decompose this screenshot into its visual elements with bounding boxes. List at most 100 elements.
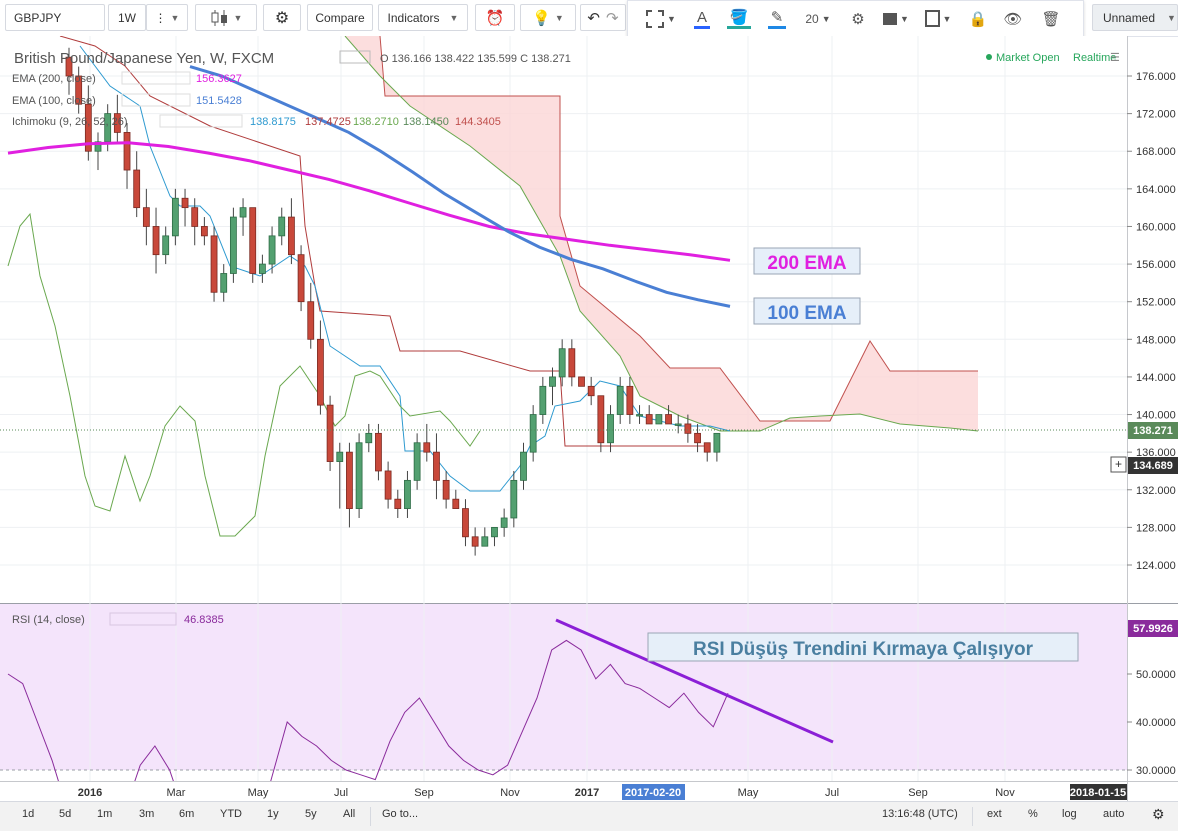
range-button-1m[interactable]: 1m [97,808,113,820]
price-tick-label: 124.000 [1136,560,1176,572]
ema100-legend-value: 151.5428 [196,95,242,107]
fill-color-button[interactable]: 🪣 [723,5,755,32]
chevron-down-icon: ▼ [667,13,676,24]
redo-icon: ↷ [606,9,619,27]
range-button-6m[interactable]: 6m [179,808,195,820]
ohlc-values: O 136.166 138.422 135.599 C 138.271 [380,53,571,65]
ema100-legend-buttons[interactable] [121,93,191,107]
layout-name: Unnamed [1103,10,1156,25]
range-button-ytd[interactable]: YTD [220,808,242,820]
rsi-tick-label: 50.0000 [1136,669,1176,681]
candle-body [597,395,605,444]
text-color-button[interactable]: A [686,5,718,32]
dashed-square-icon [646,9,665,28]
ichimoku-cloud [345,36,978,431]
separator [370,807,371,826]
candle-body [355,442,363,509]
rsi-tick-label: 30.0000 [1136,765,1176,777]
chevron-down-icon: ▼ [233,12,243,23]
bring-front-button[interactable]: ▼ [878,5,914,32]
price-tick-label: 160.000 [1136,221,1176,233]
indicators-button[interactable]: Indicators ▼ [378,4,468,31]
font-size-select[interactable]: 20 ▼ [800,5,836,32]
ext-toggle[interactable]: ext [987,808,1002,820]
templates-button[interactable]: 💡 ▼ [520,4,576,31]
percent-toggle[interactable]: % [1028,808,1038,820]
ichimoku-legend-buttons[interactable] [159,114,243,128]
visibility-button[interactable]: 👁 [998,5,1028,32]
candle-body [655,414,663,425]
chevron-down-icon: ▼ [1167,12,1176,23]
rsi-axis[interactable]: 50.0000 40.0000 30.0000 [1127,669,1176,777]
candles-icon [211,9,227,26]
price-axis[interactable]: 176.000 172.000 168.000 164.000 160.000 156.0… [1127,71,1176,572]
menu-icon[interactable]: ☰ [1110,52,1120,64]
drawing-settings-button[interactable]: ⚙ [843,5,873,32]
rsi-trendline[interactable] [555,618,834,744]
time-tick-label: 2016 [78,787,102,799]
candle-body [210,235,218,293]
candle-body [636,414,643,417]
ichimoku-chikou [7,212,481,537]
ema200-legend-buttons[interactable] [121,71,191,85]
range-button-all[interactable]: All [343,808,356,820]
rectangle-select-button[interactable]: ▼ [643,5,679,32]
goto-button[interactable]: Go to... [382,808,419,820]
candle-body [665,414,672,425]
interval-button[interactable]: 1W [108,4,146,31]
candle-body [181,197,189,209]
range-button-3m[interactable]: 3m [139,808,155,820]
symbol-search[interactable]: GBPJPY [5,4,105,31]
candle-body [452,498,460,509]
candle-body [288,216,295,256]
clone-button[interactable]: ▼ [920,5,956,32]
range-button-5d[interactable]: 5d [59,808,72,820]
ema200-annotation-box[interactable] [753,247,861,275]
candle-body [471,536,479,547]
candle-body [375,432,382,472]
range-button-1y[interactable]: 1y [267,808,279,820]
candle-body [133,169,141,209]
title-buttons[interactable] [339,50,371,64]
text-color-icon: A [693,9,710,29]
ema100-annotation-box[interactable] [753,297,861,325]
compare-button[interactable]: Compare [307,4,373,31]
cursor-plus-button[interactable] [1110,456,1127,473]
settings-button[interactable]: ⚙ [263,4,301,31]
log-toggle[interactable]: log [1062,808,1077,820]
time-end-label: 2018-01-15 [1070,787,1126,799]
candle-body [558,348,566,378]
chevron-down-icon: ▼ [554,12,564,23]
candle-body [317,338,324,406]
alarm-clock-icon: ⏰ [485,9,505,27]
trash-icon: 🗑 [1041,10,1061,28]
layout-button[interactable]: Unnamed ▼ [1092,4,1178,31]
candle-body [84,103,92,152]
rsi-legend-label: RSI (14, close) [12,614,85,626]
candle-body [694,432,701,444]
interval-menu-button[interactable]: ⋮ ▼ [146,4,188,31]
price-tick-label: 176.000 [1136,71,1176,83]
rsi-legend-buttons[interactable] [109,612,177,626]
chart-style-button[interactable]: ▼ [195,4,257,31]
rsi-annotation-box[interactable] [647,632,1079,662]
rsi-pane[interactable] [0,604,1127,770]
alert-button[interactable]: ⏰ [475,4,515,31]
candle-body [249,207,257,274]
price-pane[interactable] [0,36,1127,604]
ichimoku-v5: 144.3405 [455,116,501,128]
range-button-5y[interactable]: 5y [305,808,317,820]
delete-button[interactable]: 🗑 [1036,5,1066,32]
chart-canvas[interactable]: 176.000 172.000 168.000 164.000 160.000 156.0… [0,36,1178,801]
ichimoku-v3: 138.2710 [353,116,399,128]
range-button-1d[interactable]: 1d [22,808,35,820]
auto-toggle[interactable]: auto [1103,808,1125,820]
gear-icon[interactable]: ⚙ [1152,806,1165,822]
line-color-button[interactable]: ✎ [760,5,794,32]
undo-redo-button[interactable]: ↶ ↷ [580,4,626,31]
candle-body [191,207,199,227]
price-tick-label: 140.000 [1136,410,1176,422]
time-axis[interactable]: 2016 Mar May Jul Sep Nov 2017 May Jul Sep Nov [78,787,1016,799]
candle-body [703,442,711,453]
lock-button[interactable]: 🔒 [963,5,993,32]
